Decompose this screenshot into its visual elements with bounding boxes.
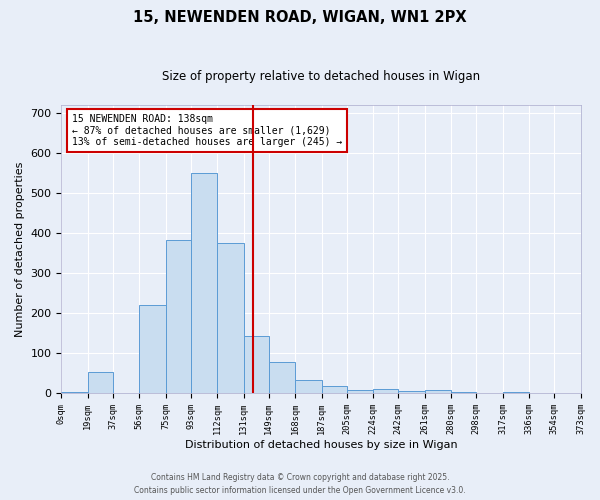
Bar — [322, 386, 347, 393]
Bar — [139, 305, 166, 393]
Text: 15, NEWENDEN ROAD, WIGAN, WN1 2PX: 15, NEWENDEN ROAD, WIGAN, WN1 2PX — [133, 10, 467, 25]
Bar — [61, 392, 88, 393]
Text: Contains HM Land Registry data © Crown copyright and database right 2025.
Contai: Contains HM Land Registry data © Crown c… — [134, 474, 466, 495]
X-axis label: Distribution of detached houses by size in Wigan: Distribution of detached houses by size … — [185, 440, 457, 450]
Y-axis label: Number of detached properties: Number of detached properties — [15, 162, 25, 337]
Bar — [503, 392, 529, 393]
Bar — [88, 372, 113, 393]
Bar — [398, 391, 425, 393]
Bar — [295, 380, 322, 393]
Bar — [191, 174, 217, 393]
Bar — [347, 390, 373, 393]
Bar — [217, 243, 244, 393]
Bar — [244, 336, 269, 393]
Text: 15 NEWENDEN ROAD: 138sqm
← 87% of detached houses are smaller (1,629)
13% of sem: 15 NEWENDEN ROAD: 138sqm ← 87% of detach… — [72, 114, 342, 147]
Bar — [166, 240, 191, 393]
Title: Size of property relative to detached houses in Wigan: Size of property relative to detached ho… — [162, 70, 480, 83]
Bar — [269, 362, 295, 393]
Bar — [451, 392, 476, 393]
Bar — [425, 390, 451, 393]
Bar — [373, 389, 398, 393]
